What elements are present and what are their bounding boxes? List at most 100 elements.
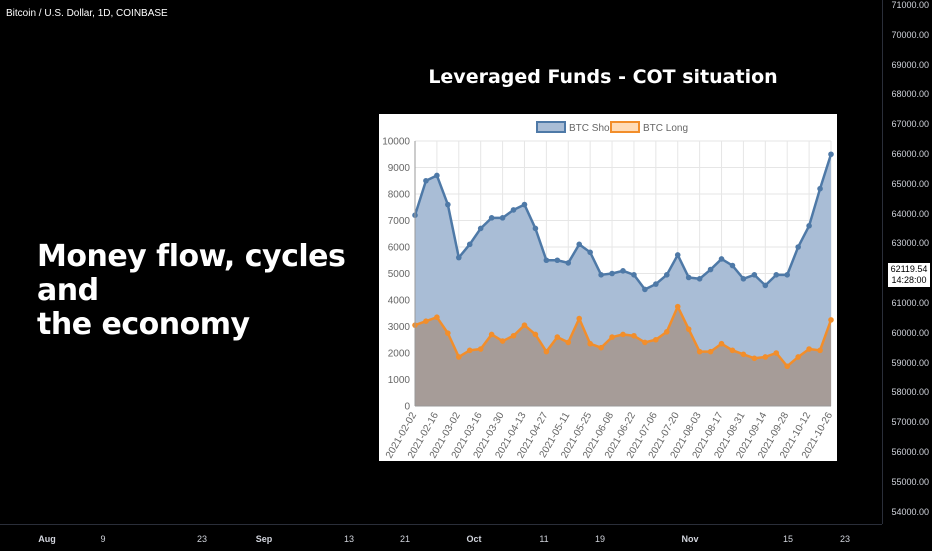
btc-long-point bbox=[784, 363, 791, 370]
btc-short-point bbox=[663, 272, 670, 278]
price-tick-label: 70000.00 bbox=[891, 29, 929, 40]
price-tick-label: 65000.00 bbox=[891, 178, 929, 189]
btc-short-point bbox=[532, 225, 539, 232]
price-axis[interactable]: 71000.00 70000.00 69000.00 68000.00 67000.00… bbox=[882, 0, 932, 524]
btc-short-point bbox=[653, 281, 659, 287]
btc-short-point bbox=[718, 256, 725, 262]
y-tick-label: 5000 bbox=[388, 269, 411, 280]
btc-long-point bbox=[499, 338, 506, 344]
btc-long-point bbox=[828, 317, 834, 323]
price-tick-label: 63000.00 bbox=[891, 238, 929, 249]
time-tick-label: 11 bbox=[539, 534, 549, 544]
price-tick-label: 57000.00 bbox=[891, 417, 929, 428]
btc-short-point bbox=[817, 185, 823, 192]
time-tick-label: Nov bbox=[681, 534, 699, 544]
time-tick-label: 19 bbox=[594, 534, 606, 544]
y-tick-label: 4000 bbox=[388, 296, 411, 307]
btc-long-point bbox=[477, 346, 484, 352]
btc-short-point bbox=[609, 270, 615, 277]
last-price-marker: 62119.54 14:28:00 bbox=[888, 263, 930, 287]
time-tick-label: 9 bbox=[100, 534, 106, 544]
time-tick-label: 21 bbox=[399, 534, 411, 544]
btc-short-point bbox=[455, 254, 462, 261]
btc-long-point bbox=[817, 347, 823, 354]
legend-swatch bbox=[610, 121, 640, 133]
time-tick-label: Sep bbox=[255, 534, 273, 544]
btc-short-point bbox=[466, 241, 473, 248]
btc-long-point bbox=[434, 314, 440, 321]
btc-short-point bbox=[674, 252, 681, 258]
btc-short-point bbox=[696, 276, 703, 282]
btc-long-point bbox=[718, 340, 725, 347]
btc-short-point bbox=[631, 272, 637, 278]
btc-short-point bbox=[707, 266, 714, 273]
price-tick-label: 55000.00 bbox=[891, 476, 929, 487]
cot-chart-panel: 0 1000 2000 3000 4000 5000 6000 7000 8000 9000 100… bbox=[379, 114, 837, 461]
btc-short-point bbox=[729, 262, 736, 269]
legend-label: BTC Short bbox=[569, 123, 616, 134]
time-tick-label: 15 bbox=[782, 534, 794, 544]
btc-long-point bbox=[642, 339, 648, 346]
btc-long-point bbox=[598, 344, 604, 351]
btc-short-point bbox=[598, 272, 604, 278]
last-price-value: 62119.54 bbox=[890, 264, 928, 274]
btc-long-point bbox=[576, 315, 583, 322]
headline-line-2: the economy bbox=[37, 307, 250, 342]
btc-long-point bbox=[521, 322, 528, 328]
btc-short-point bbox=[521, 201, 528, 208]
btc-long-point bbox=[565, 339, 572, 346]
time-tick-label: Aug bbox=[38, 534, 56, 544]
btc-short-point bbox=[751, 272, 758, 278]
legend-swatch bbox=[536, 121, 566, 133]
btc-long-point bbox=[751, 355, 758, 362]
btc-long-point bbox=[762, 354, 769, 360]
price-tick-label: 69000.00 bbox=[891, 59, 929, 70]
legend-label: BTC Long bbox=[643, 123, 688, 134]
btc-short-point bbox=[565, 260, 572, 266]
y-tick-label: 9000 bbox=[388, 163, 411, 174]
btc-long-point bbox=[488, 331, 495, 338]
btc-short-point bbox=[510, 207, 517, 213]
headline-text: Money flow, cycles and the economy bbox=[37, 240, 357, 342]
btc-short-point bbox=[762, 282, 769, 289]
price-tick-label: 71000.00 bbox=[891, 0, 929, 10]
btc-long-point bbox=[685, 326, 692, 332]
y-tick-label: 10000 bbox=[382, 137, 410, 148]
price-tick-label: 60000.00 bbox=[891, 327, 929, 338]
btc-long-point bbox=[653, 336, 659, 343]
chart-title: Leveraged Funds - COT situation bbox=[428, 66, 778, 88]
price-tick-label: 59000.00 bbox=[891, 357, 929, 368]
headline-line-1: Money flow, cycles and bbox=[37, 239, 346, 308]
btc-short-point bbox=[423, 177, 429, 184]
btc-short-point bbox=[685, 274, 692, 281]
cot-chart: 0 1000 2000 3000 4000 5000 6000 7000 8000 9000 100… bbox=[382, 121, 835, 460]
btc-long-point bbox=[620, 331, 626, 338]
btc-short-point bbox=[828, 151, 834, 158]
btc-short-point bbox=[642, 286, 648, 293]
price-tick-label: 54000.00 bbox=[891, 506, 929, 517]
price-tick-label: 64000.00 bbox=[891, 208, 929, 219]
y-tick-label: 2000 bbox=[388, 349, 411, 360]
btc-short-point bbox=[434, 172, 440, 179]
btc-long-point bbox=[554, 334, 561, 340]
y-tick-label: 0 bbox=[404, 402, 410, 413]
btc-long-point bbox=[445, 330, 451, 336]
btc-long-point bbox=[466, 347, 473, 354]
btc-short-point bbox=[445, 201, 451, 208]
time-axis[interactable]: Aug 9 23 Sep 13 21 Oct 11 19 Nov 15 23 bbox=[0, 524, 882, 551]
btc-long-point bbox=[806, 346, 812, 352]
btc-short-point bbox=[488, 215, 495, 221]
btc-long-point bbox=[631, 332, 637, 339]
btc-long-point bbox=[674, 303, 681, 310]
y-tick-label: 8000 bbox=[388, 190, 411, 201]
price-tick-label: 58000.00 bbox=[891, 387, 929, 398]
btc-short-point bbox=[620, 268, 626, 274]
btc-long-point bbox=[510, 332, 517, 339]
btc-short-point bbox=[740, 276, 747, 282]
btc-long-point bbox=[532, 331, 539, 338]
btc-long-point bbox=[609, 334, 615, 340]
btc-short-point bbox=[477, 225, 484, 232]
btc-short-point bbox=[784, 272, 791, 278]
btc-long-point bbox=[455, 354, 462, 360]
symbol-title: Bitcoin / U.S. Dollar, 1D, COINBASE bbox=[6, 8, 168, 19]
